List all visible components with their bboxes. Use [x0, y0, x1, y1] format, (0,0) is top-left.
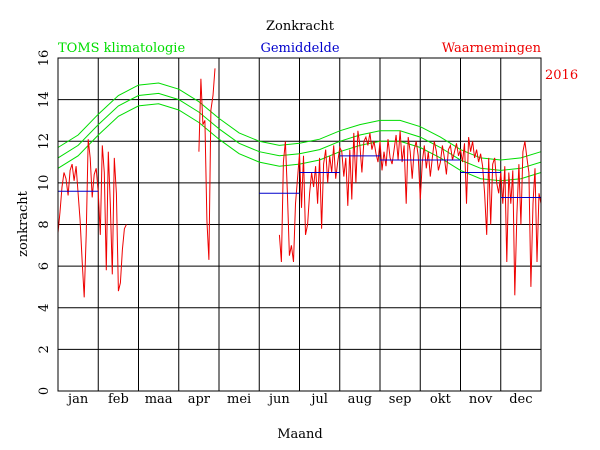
y-tick-label: 4: [37, 304, 52, 312]
x-tick-label: okt: [430, 392, 452, 407]
y-axis-label: zonkracht: [16, 190, 31, 257]
x-tick-label: nov: [469, 392, 493, 407]
observation-segment: [198, 68, 216, 260]
x-axis-ticks: jan feb maa apr mei jun jul aug sep okt nov dec: [66, 392, 532, 407]
y-tick-label: 0: [37, 387, 52, 395]
y-tick-label: 12: [37, 133, 52, 150]
x-tick-label: jul: [309, 392, 328, 407]
y-tick-label: 16: [37, 50, 52, 67]
x-tick-label: apr: [188, 392, 211, 407]
legend-average: Gemiddelde: [260, 41, 339, 56]
y-tick-label: 2: [37, 345, 52, 353]
y-tick-label: 14: [37, 91, 52, 108]
x-tick-label: dec: [509, 392, 532, 407]
y-tick-label: 6: [37, 262, 52, 270]
observation-lines: [57, 68, 542, 298]
x-tick-label: feb: [108, 392, 129, 407]
plot-frame: [57, 57, 542, 392]
observation-segment: [57, 139, 127, 298]
x-axis-label: Maand: [277, 427, 323, 442]
x-tick-label: maa: [145, 392, 173, 407]
legend-observations: Waarnemingen: [442, 41, 542, 56]
average-lines: [58, 155, 541, 198]
legend-climatology: TOMS klimatologie: [58, 41, 185, 56]
x-tick-label: jan: [66, 392, 89, 407]
y-tick-label: 8: [37, 220, 52, 228]
chart-title: Zonkracht: [266, 19, 335, 34]
x-tick-label: mei: [227, 392, 251, 407]
y-tick-label: 10: [37, 175, 52, 192]
y-axis-ticks: 0 2 4 6 8 10 12 14 16: [37, 50, 52, 395]
x-tick-label: sep: [389, 392, 412, 407]
x-tick-label: aug: [348, 392, 372, 407]
x-tick-label: jun: [267, 392, 290, 407]
year-label: 2016: [545, 68, 578, 83]
observation-segment: [278, 130, 542, 296]
grid-lines: [58, 58, 541, 391]
